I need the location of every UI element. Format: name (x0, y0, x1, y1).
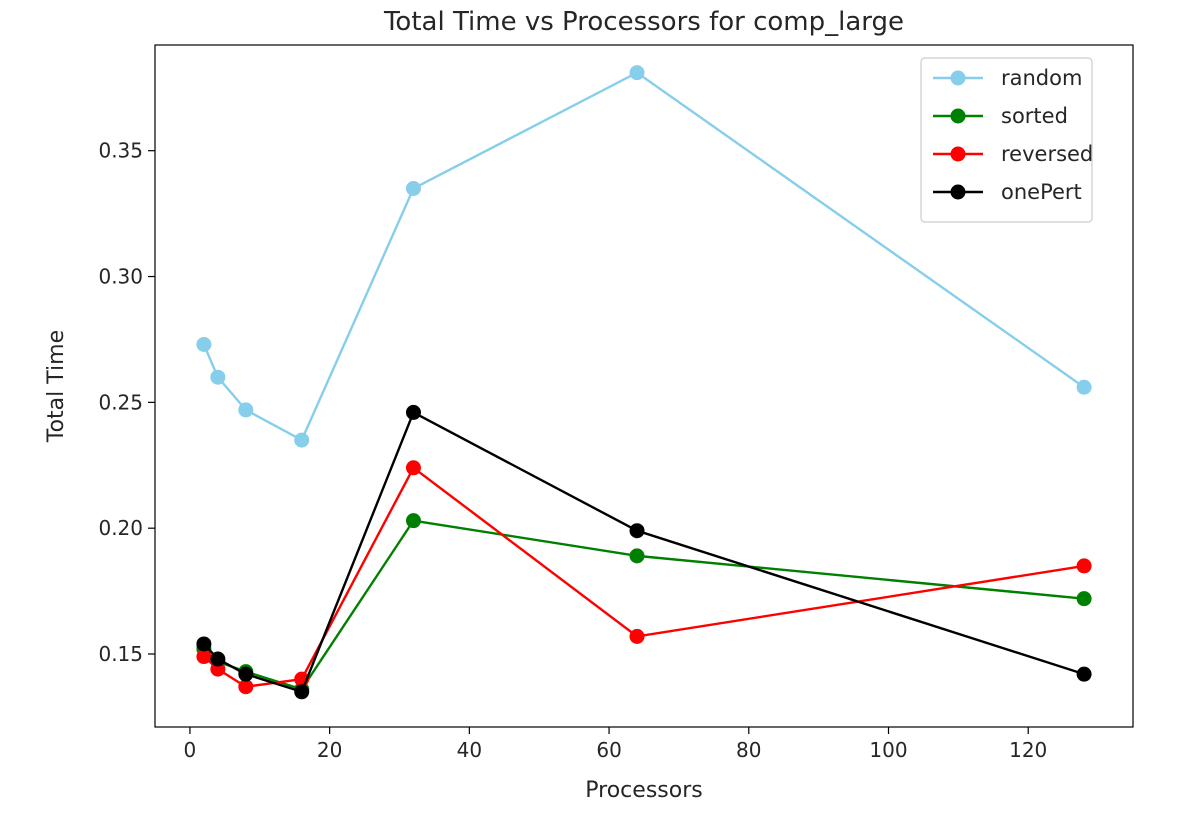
data-point-random (210, 369, 226, 385)
data-point-reversed (196, 649, 212, 665)
legend-label-onePert: onePert (1001, 180, 1082, 204)
y-tick-label: 0.15 (98, 642, 143, 666)
legend-swatch-marker (950, 146, 966, 162)
data-point-reversed (1076, 558, 1092, 574)
data-point-onePert (238, 666, 254, 682)
data-point-random (294, 432, 310, 448)
legend-box (920, 57, 1093, 223)
data-point-random (629, 65, 645, 81)
x-tick-label: 80 (736, 738, 761, 762)
x-tick-label: 20 (317, 738, 342, 762)
data-point-sorted (629, 548, 645, 564)
y-tick-label: 0.20 (98, 516, 143, 540)
legend: random sorted reversed onePert (920, 57, 1093, 223)
y-axis-label: Total Time (44, 330, 69, 443)
data-point-sorted (1076, 591, 1092, 607)
x-tick-label: 60 (596, 738, 621, 762)
data-point-reversed (238, 679, 254, 695)
data-point-onePert (629, 523, 645, 539)
y-tick-label: 0.25 (98, 390, 143, 414)
legend-swatch-marker (950, 108, 966, 124)
y-tick-label: 0.30 (98, 265, 143, 289)
plot-area-frame (154, 44, 1134, 728)
x-axis: 0 20 40 60 80 100 120 (184, 727, 1047, 762)
x-axis-label: Processors (585, 778, 702, 803)
data-point-random (196, 336, 212, 352)
data-point-onePert (405, 404, 421, 420)
chart-title: Total Time vs Processors for comp_large (383, 7, 904, 37)
legend-swatch-marker (950, 70, 966, 86)
legend-label-random: random (1001, 66, 1082, 90)
data-point-random (405, 180, 421, 196)
legend-label-reversed: reversed (1001, 142, 1093, 166)
data-point-random (238, 402, 254, 418)
legend-label-sorted: sorted (1001, 104, 1068, 128)
series-layer (196, 65, 1092, 700)
series-line-reversed (203, 466, 1085, 688)
legend-swatch-marker (950, 184, 966, 200)
data-point-onePert (210, 651, 226, 667)
series-line-onePert (203, 411, 1085, 693)
data-point-onePert (1076, 666, 1092, 682)
data-point-reversed (405, 460, 421, 476)
x-tick-label: 40 (457, 738, 482, 762)
y-tick-label: 0.35 (98, 139, 143, 163)
data-point-random (1076, 379, 1092, 395)
data-point-onePert (196, 636, 212, 652)
x-tick-label: 120 (1009, 738, 1047, 762)
data-point-onePert (294, 684, 310, 700)
x-tick-label: 100 (869, 738, 907, 762)
x-tick-label: 0 (184, 738, 197, 762)
data-point-sorted (405, 513, 421, 529)
y-axis: 0.15 0.20 0.25 0.30 0.35 (98, 139, 155, 666)
data-point-reversed (629, 628, 645, 644)
